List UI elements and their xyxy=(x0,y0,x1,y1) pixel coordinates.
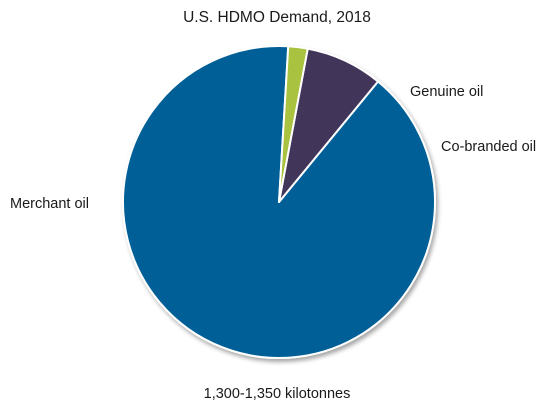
slice-co-branded-oil xyxy=(278,45,309,203)
slice-labels: Merchant oil Genuine oil Co-branded oil xyxy=(10,84,536,212)
slice-label-co-branded-oil: Co-branded oil xyxy=(441,139,536,155)
pie-slices xyxy=(122,44,436,359)
slice-label-merchant-oil: Merchant oil xyxy=(10,196,89,212)
chart-title: U.S. HDMO Demand, 2018 xyxy=(183,9,371,26)
chart-subtitle: 1,300-1,350 kilotonnes xyxy=(204,386,351,402)
slice-label-genuine-oil: Genuine oil xyxy=(410,84,483,100)
